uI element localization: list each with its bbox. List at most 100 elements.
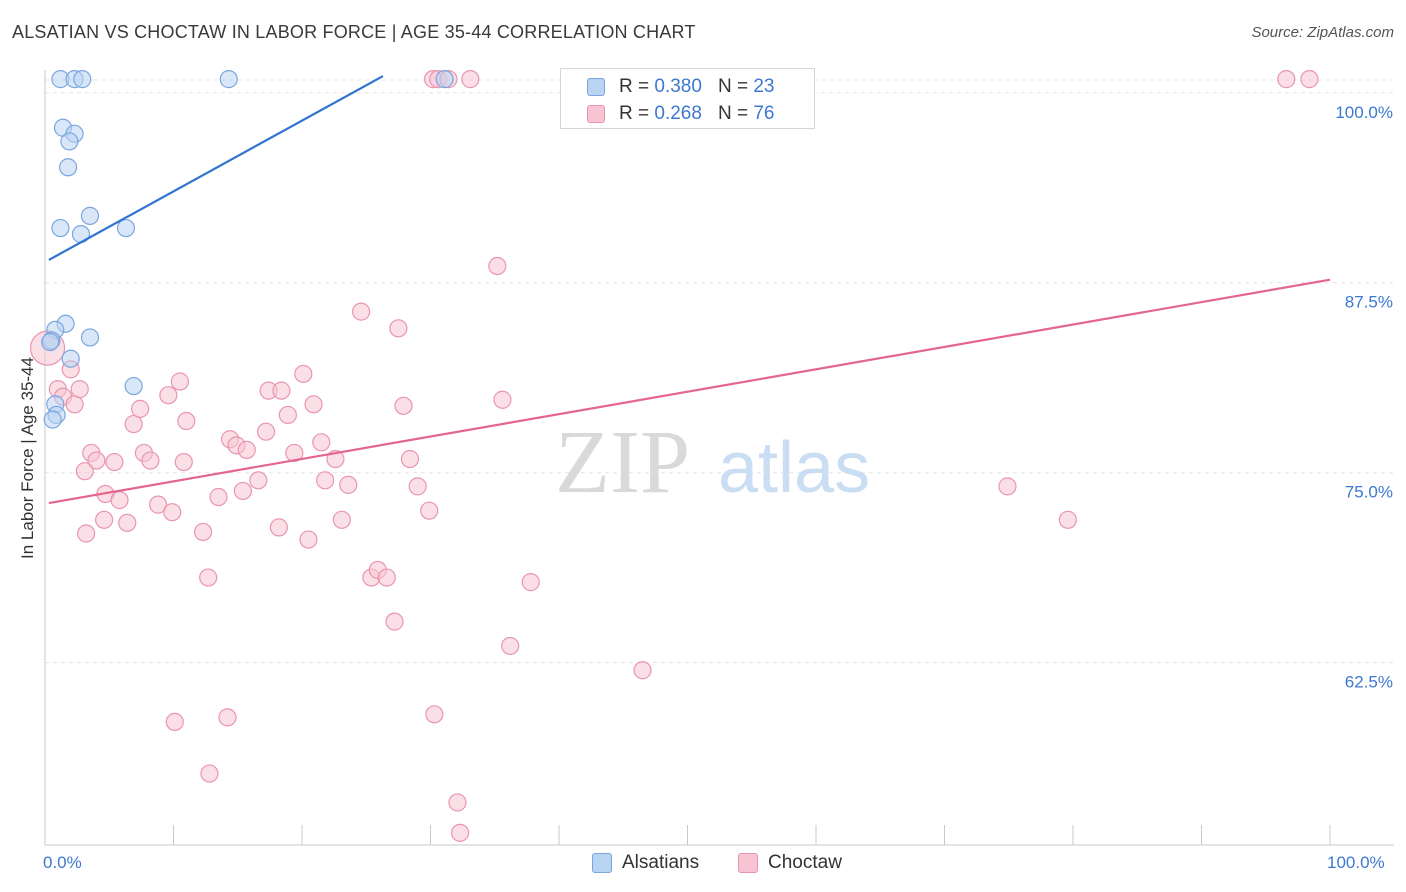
trendlines (48, 75, 1331, 505)
x-tick-label-max: 100.0% (1327, 853, 1385, 872)
legend-n-value: 23 (753, 76, 775, 97)
choctaw-point (352, 302, 371, 321)
legend-n-value: 76 (753, 103, 775, 124)
alsatians-swatch (587, 78, 605, 96)
gridlines (45, 79, 1394, 664)
choctaw-point (124, 414, 143, 434)
choctaw-point (521, 573, 540, 592)
alsatians-point (61, 349, 80, 368)
legend-n-label: N = (717, 76, 749, 97)
choctaw-point (249, 471, 268, 490)
choctaw-point (233, 481, 252, 501)
alsatians-trendline (48, 75, 384, 261)
alsatians-point (60, 132, 79, 151)
alsatians-point (219, 70, 238, 89)
choctaw-point (209, 487, 228, 507)
choctaw-point (193, 522, 213, 542)
choctaw-point (174, 452, 193, 472)
choctaw-point (118, 513, 137, 532)
choctaw-trendline (48, 278, 1331, 505)
alsatians-point (59, 158, 78, 177)
choctaw-point (141, 451, 160, 470)
choctaw-point (420, 501, 439, 520)
choctaw-point (400, 449, 420, 469)
chart-title: ALSATIAN VS CHOCTAW IN LABOR FORCE | AGE… (12, 22, 696, 42)
x-tick-label-min: 0.0% (43, 853, 82, 872)
legend-r-label: R = (619, 76, 650, 97)
choctaw-point (1058, 510, 1077, 529)
alsatians-legend-swatch (592, 853, 612, 873)
choctaw-point (177, 411, 196, 431)
choctaw-point (285, 443, 304, 463)
y-tick-labels: 62.5% 75.0% 87.5% 100.0% (1335, 103, 1393, 692)
choctaw-point (488, 256, 507, 276)
watermark-atlas: atlas (718, 428, 870, 508)
choctaw-point (70, 380, 89, 399)
choctaw-point (110, 490, 129, 510)
choctaw-point (448, 793, 467, 812)
choctaw-point (199, 568, 218, 587)
watermark-zip: ZIP (555, 413, 690, 512)
choctaw-point (394, 396, 413, 415)
choctaw-point (304, 395, 323, 414)
axes (44, 70, 1394, 846)
legend-row-alsatians: R = 0.380 N = 23 (587, 74, 774, 100)
alsatians-point (80, 328, 100, 347)
alsatians-point (124, 376, 143, 396)
choctaw-point (377, 568, 396, 587)
y-tick-label: 62.5% (1345, 673, 1393, 692)
choctaw-point (332, 510, 351, 529)
legend-r-value: 0.380 (654, 76, 702, 97)
choctaw-point (272, 381, 291, 400)
choctaw-point (408, 477, 427, 496)
y-tick-label: 75.0% (1345, 483, 1393, 502)
legend-item-choctaw[interactable]: Choctaw (738, 852, 842, 874)
choctaw-point (633, 661, 652, 680)
legend-label-alsatians: Alsatians (622, 852, 700, 873)
legend-item-alsatians[interactable]: Alsatians (592, 852, 699, 874)
choctaw-point (385, 612, 404, 631)
y-tick-label: 100.0% (1335, 103, 1393, 122)
choctaw-point (1300, 70, 1319, 89)
legend-r-value: 0.268 (654, 103, 702, 124)
choctaw-point (312, 433, 331, 452)
choctaw-point (256, 422, 276, 441)
choctaw-point (65, 395, 84, 414)
alsatians-point (435, 70, 454, 89)
alsatians-point (116, 218, 136, 238)
choctaw-point (130, 399, 150, 418)
choctaw-point (218, 708, 237, 727)
choctaw-point (87, 451, 106, 470)
choctaw-point (75, 462, 94, 481)
choctaw-point (450, 823, 470, 842)
choctaw-point (165, 712, 184, 732)
choctaw-point (1277, 70, 1296, 89)
legend-row-choctaw: R = 0.268 N = 76 (587, 101, 774, 127)
choctaw-point (294, 364, 313, 384)
choctaw-point (425, 705, 444, 724)
legend-n-label: N = (717, 103, 749, 124)
alsatians-points (41, 70, 454, 429)
choctaw-points (29, 70, 1319, 842)
alsatians-point (43, 410, 62, 429)
choctaw-point (269, 518, 288, 537)
choctaw-point (461, 70, 480, 89)
choctaw-point (389, 319, 408, 338)
choctaw-point (105, 452, 124, 472)
choctaw-point (501, 636, 520, 656)
choctaw-point (299, 530, 318, 549)
choctaw-point (493, 390, 512, 409)
choctaw-point (95, 510, 114, 529)
alsatians-point (80, 206, 100, 225)
choctaw-legend-swatch (738, 853, 758, 873)
correlation-legend: R = 0.380 N = 23 R = 0.268 N = 76 (560, 68, 815, 129)
choctaw-point (998, 477, 1017, 496)
source-note: Source: ZipAtlas.com (1251, 24, 1394, 41)
choctaw-point (170, 372, 190, 391)
choctaw-point (159, 386, 178, 405)
legend-r-label: R = (619, 103, 650, 124)
choctaw-point (316, 471, 335, 490)
choctaw-point (237, 440, 256, 460)
choctaw-point (148, 495, 168, 514)
